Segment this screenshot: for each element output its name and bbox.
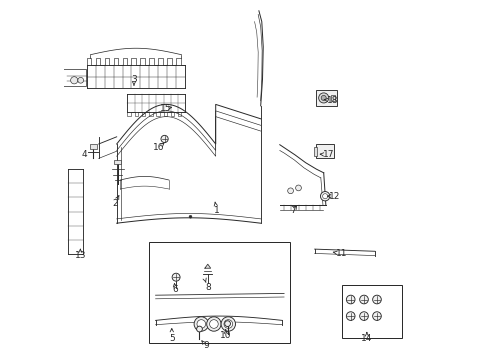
Bar <box>114 160 121 164</box>
Circle shape <box>321 95 325 100</box>
Text: 4: 4 <box>81 150 87 159</box>
Text: 13: 13 <box>75 251 86 260</box>
Circle shape <box>197 320 205 328</box>
Circle shape <box>224 321 230 327</box>
Circle shape <box>318 93 328 103</box>
Circle shape <box>287 188 293 194</box>
Text: 6: 6 <box>172 285 178 294</box>
Bar <box>316 144 333 158</box>
Text: 11: 11 <box>335 249 347 258</box>
Circle shape <box>346 295 354 304</box>
Text: 1: 1 <box>213 206 219 215</box>
Circle shape <box>78 77 83 83</box>
Bar <box>63 69 85 86</box>
Text: 8: 8 <box>204 284 210 292</box>
Bar <box>330 95 334 101</box>
Circle shape <box>206 317 221 331</box>
Bar <box>149 242 289 343</box>
Bar <box>313 147 316 156</box>
Circle shape <box>161 135 168 143</box>
Circle shape <box>172 273 180 281</box>
Text: 2: 2 <box>112 199 118 208</box>
Bar <box>315 90 336 106</box>
Circle shape <box>224 320 232 328</box>
Text: 12: 12 <box>328 192 340 201</box>
Circle shape <box>189 215 192 218</box>
Bar <box>341 285 401 338</box>
Circle shape <box>320 192 329 201</box>
Text: 15: 15 <box>159 104 171 112</box>
Text: 18: 18 <box>326 96 338 105</box>
Text: 5: 5 <box>168 334 174 343</box>
Circle shape <box>372 312 381 320</box>
Circle shape <box>295 185 301 191</box>
Text: 10: 10 <box>220 331 231 340</box>
Text: 17: 17 <box>323 150 334 159</box>
Circle shape <box>322 194 327 199</box>
Circle shape <box>359 295 367 304</box>
Circle shape <box>70 77 78 84</box>
Circle shape <box>194 317 208 331</box>
Text: 3: 3 <box>131 75 137 84</box>
Bar <box>89 144 97 149</box>
Circle shape <box>359 312 367 320</box>
Circle shape <box>346 312 354 320</box>
Text: 14: 14 <box>361 334 372 343</box>
Polygon shape <box>204 264 210 268</box>
Circle shape <box>221 317 235 331</box>
Circle shape <box>372 295 381 304</box>
Circle shape <box>209 320 218 328</box>
Text: 16: 16 <box>153 143 164 152</box>
Circle shape <box>196 326 202 332</box>
Text: 9: 9 <box>203 341 208 350</box>
Text: 7: 7 <box>290 206 296 215</box>
